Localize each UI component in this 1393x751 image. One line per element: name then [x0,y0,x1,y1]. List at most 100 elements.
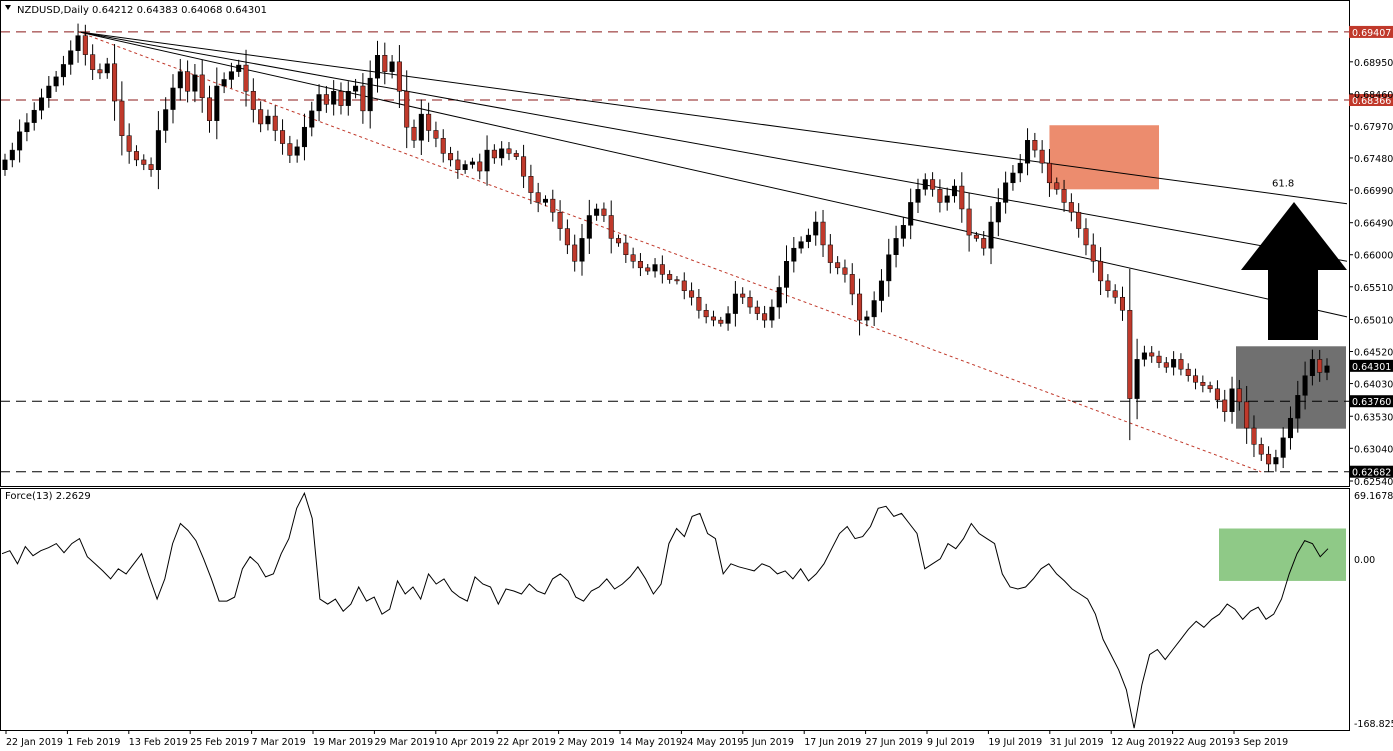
candle-body [922,179,928,190]
candle-body [959,185,965,210]
candle-body [937,189,943,203]
date-tick-label: 9 Jul 2019 [927,737,975,748]
candle-body [550,198,556,213]
date-tick-label: 27 Jun 2019 [866,737,923,748]
date-tick-label: 24 May 2019 [681,737,743,748]
collapse-triangle-icon[interactable] [5,5,11,10]
candle-body [630,254,636,262]
candle-body [148,164,154,170]
candle-body [674,279,680,282]
candle-body [827,244,833,263]
candle-body [608,215,614,239]
up-arrow-icon [1241,202,1347,340]
candle-body [1273,457,1279,465]
candle-body [411,126,417,141]
last-price-tag [1349,359,1393,372]
candle-body [185,71,191,92]
candle-body [703,310,709,318]
candle-body [930,179,936,190]
candle-body [1025,140,1031,164]
candle-body [696,296,702,311]
price-tick-label: 0.62540 [1354,477,1393,488]
candle-body [17,131,23,151]
candle-body [1185,368,1191,376]
fan-line-61-8 [77,31,1348,205]
date-tick-label: 2 May 2019 [559,737,615,748]
candle-body [732,293,738,314]
candle-body [944,195,950,203]
candle-body [1251,427,1257,445]
candle-body [1068,202,1074,213]
candle-body [90,54,96,70]
candle-body [1302,375,1308,396]
level-tag-label-2: 0.63760 [1352,397,1391,408]
price-tick-label: 0.65010 [1354,315,1393,326]
candle-body [75,35,81,51]
candle-body [455,159,461,170]
candle-body [404,90,410,128]
candle-body [981,238,987,249]
candle-body [805,234,811,242]
candle-body [236,64,242,72]
candle-body [951,185,958,197]
candle-body [46,85,52,99]
candle-body [250,90,256,110]
price-tick-label: 0.65510 [1354,283,1393,294]
price-pane-frame [0,0,1350,487]
candle-body [506,148,512,154]
candle-body [53,76,59,87]
candle-body [1134,359,1140,399]
candle-body [39,97,45,111]
candle-body [681,280,687,291]
candle-body [783,261,790,288]
candle-body [1200,382,1206,386]
date-tick-label: 22 Jan 2019 [6,737,63,748]
candle-body [798,241,804,249]
price-tick-label: 0.67970 [1354,122,1393,133]
candle-body [1156,355,1162,363]
candle-body [813,221,819,236]
candle-body [272,115,278,131]
date-tick-label: 12 Aug 2019 [1111,737,1172,748]
candle-body [1149,352,1155,357]
candle-body [469,161,475,165]
price-tick-label: 0.63530 [1354,412,1393,423]
candle-body [309,110,315,128]
candle-body [477,161,483,172]
candle-body [214,85,220,121]
candle-body [601,208,607,216]
date-tick-label: 17 Jun 2019 [804,737,861,748]
level-tag-label-1: 0.68366 [1352,96,1391,107]
candle-body [769,306,775,321]
fan-line-38-2 [77,31,1348,318]
candle-body [1119,296,1126,311]
candle-body [835,262,841,269]
candle-body [170,87,176,110]
candle-body [966,208,972,236]
candle-body [1127,310,1133,399]
candle-body [258,109,264,125]
force-pane-frame [0,488,1350,731]
candle-body [163,109,169,131]
candle-body [857,293,863,321]
candle-body [1222,399,1228,412]
candle-body [791,247,797,262]
force-tick-label: 0.00 [1354,555,1375,566]
candle-body [31,109,37,123]
candle-body [564,228,570,246]
candle-body [24,122,30,133]
candle-body [1171,359,1177,368]
candle-body [995,202,1001,223]
candle-body [623,242,629,255]
candle-body [652,264,658,272]
candle-body [849,274,855,295]
candle-body [740,293,746,298]
date-tick-label: 14 May 2019 [620,737,682,748]
candle-body [1090,244,1096,262]
candle-body [133,151,139,161]
candle-body [871,300,877,318]
candle-body [1287,417,1293,439]
date-tick-label: 1 Feb 2019 [67,737,120,748]
candle-body [1236,388,1242,403]
candle-body [433,130,439,139]
